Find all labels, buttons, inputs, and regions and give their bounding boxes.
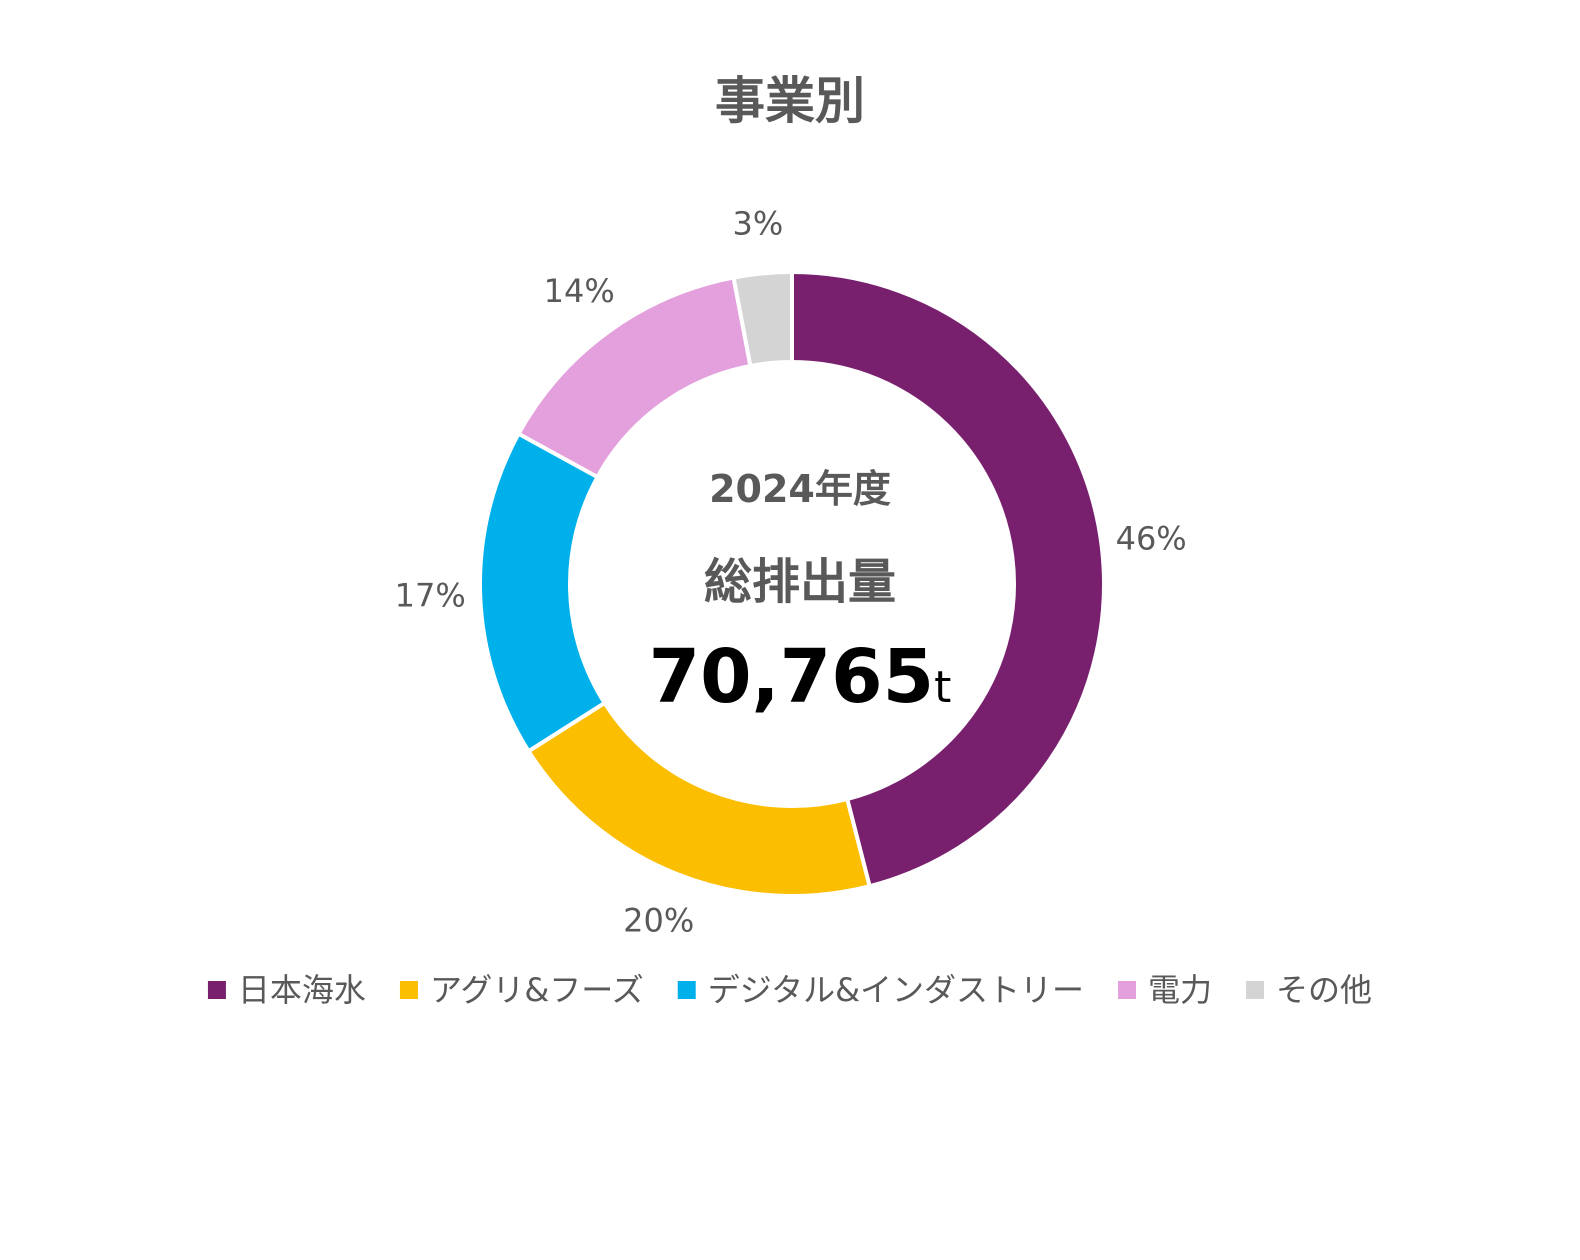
legend-item-2: デジタル&インダストリー xyxy=(677,971,1084,1009)
donut-slice-4 xyxy=(731,269,794,369)
donut-slice-2 xyxy=(478,430,608,754)
legend-label-4: その他 xyxy=(1276,971,1372,1009)
legend-swatch-1 xyxy=(399,981,418,999)
donut-slices xyxy=(478,269,1106,898)
legend-item-4: その他 xyxy=(1246,971,1372,1009)
legend-swatch-2 xyxy=(677,981,696,999)
chart-title: 事業別 xyxy=(715,72,865,130)
legend-label-0: 日本海水 xyxy=(238,971,366,1009)
legend-label-2: デジタル&インダストリー xyxy=(708,971,1084,1009)
legend-swatch-3 xyxy=(1118,981,1137,999)
legend: 日本海水 アグリ&フーズ デジタル&インダストリー 電力 その他 xyxy=(207,971,1372,1009)
slice-percent-label-4: 3% xyxy=(733,205,784,243)
legend-item-1: アグリ&フーズ xyxy=(399,971,644,1009)
legend-label-1: アグリ&フーズ xyxy=(430,971,644,1009)
slice-percent-label-2: 17% xyxy=(395,576,466,614)
slice-percent-label-3: 14% xyxy=(544,272,615,310)
donut-slice-1 xyxy=(525,700,873,898)
legend-swatch-4 xyxy=(1246,981,1265,999)
legend-item-0: 日本海水 xyxy=(207,971,366,1009)
center-total-label: 総排出量 xyxy=(704,554,896,610)
legend-label-3: 電力 xyxy=(1148,971,1212,1009)
center-value-unit: t xyxy=(934,662,951,713)
center-total-value: 70,765t xyxy=(649,634,952,720)
center-year-label: 2024年度 xyxy=(709,467,891,511)
legend-item-3: 電力 xyxy=(1118,971,1212,1009)
legend-swatch-0 xyxy=(207,981,226,999)
center-value-number: 70,765 xyxy=(649,634,935,720)
donut-slice-0 xyxy=(790,269,1106,889)
slice-percent-label-0: 46% xyxy=(1116,520,1187,558)
slice-percent-label-1: 20% xyxy=(623,902,694,940)
percentage-labels: 46% 20% 17% 14% 3% xyxy=(395,205,1187,940)
